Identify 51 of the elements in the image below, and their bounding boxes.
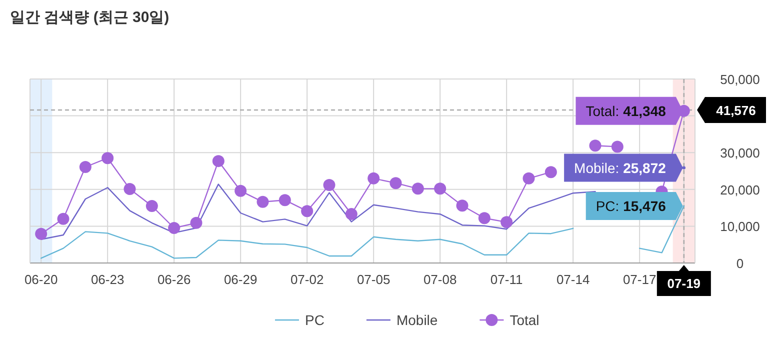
x-tick-label: 07-17 — [622, 272, 656, 287]
y-tick-label: 50,000 — [720, 72, 760, 87]
legend-label: PC — [305, 312, 324, 328]
point — [412, 182, 424, 195]
point — [345, 208, 358, 220]
point — [456, 200, 468, 212]
point — [146, 200, 158, 212]
y-tick-label: 30,000 — [720, 146, 760, 161]
point — [589, 140, 602, 152]
annotation: Total: 41,348 — [586, 102, 666, 119]
ref-line-label: 41,576 — [716, 103, 756, 118]
point — [234, 184, 247, 197]
x-tick-label: 07-19 — [667, 276, 701, 291]
x-tick-label: 06-20 — [24, 272, 58, 287]
annotation: PC: 15,476 — [596, 198, 666, 214]
x-tick-label: 06-29 — [224, 272, 258, 287]
x-tick-label: 06-23 — [90, 272, 124, 287]
x-tick-label: 07-02 — [290, 272, 324, 287]
x-tick-label: 06-26 — [157, 272, 191, 287]
annotation: Mobile: 25,872 — [574, 160, 666, 176]
chart-title: 일간 검색량 (최근 30일) — [10, 9, 170, 26]
point — [434, 182, 446, 195]
point — [102, 152, 114, 164]
legend-label: Total — [510, 312, 540, 328]
point — [124, 183, 136, 196]
y-tick-label: 10,000 — [720, 219, 760, 234]
x-tick-label: 07-08 — [423, 272, 457, 287]
point — [168, 222, 180, 234]
point — [500, 216, 513, 228]
x-tick-label: 07-14 — [556, 272, 590, 287]
point — [390, 177, 402, 190]
point — [35, 228, 48, 240]
y-tick-label: 0 — [736, 256, 744, 271]
point — [368, 172, 380, 184]
point — [278, 194, 291, 206]
point — [301, 205, 314, 218]
x-tick-label: 07-05 — [356, 272, 390, 287]
point — [522, 172, 535, 184]
point — [682, 166, 686, 170]
point — [256, 196, 269, 208]
point — [323, 178, 336, 191]
point — [544, 166, 557, 178]
point — [190, 216, 202, 229]
y-tick-label: 20,000 — [720, 182, 760, 198]
point — [611, 140, 624, 153]
point — [79, 160, 92, 173]
x-tick-label: 07-11 — [490, 272, 523, 287]
point — [212, 155, 224, 168]
legend-label: Mobile — [396, 312, 438, 328]
point — [478, 212, 490, 224]
point — [57, 212, 70, 225]
